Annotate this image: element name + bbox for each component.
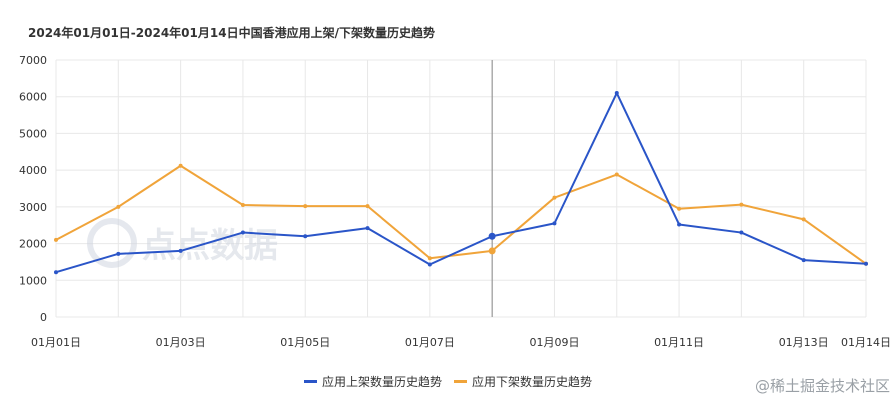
x-axis-labels: 01月01日 01月03日 01月05日 01月07日 01月09日 01月11日 01月1… [31, 336, 891, 349]
data-point [303, 204, 308, 209]
data-point [54, 270, 58, 275]
x-tick-label: 01月07日 [405, 336, 455, 349]
data-point [864, 261, 868, 266]
data-point [677, 206, 682, 211]
x-tick-label: 01月05日 [280, 336, 330, 349]
legend-swatch [454, 380, 467, 383]
data-point [240, 203, 245, 208]
watermark-text: 点点数据 [142, 226, 278, 266]
data-point [488, 247, 496, 255]
legend[interactable]: 应用上架数量历史趋势 应用下架数量历史趋势 [304, 374, 592, 389]
data-point [365, 226, 370, 231]
data-point [552, 195, 557, 200]
data-point [739, 202, 744, 207]
y-tick-label: 4000 [19, 164, 47, 177]
y-tick-label: 0 [40, 311, 47, 324]
series-layer[interactable] [54, 91, 868, 275]
legend-swatch [304, 380, 317, 383]
series-line [55, 92, 867, 274]
data-point [677, 222, 682, 227]
data-point [801, 217, 806, 222]
data-point [614, 172, 619, 177]
grid-lines [55, 59, 867, 318]
data-point [240, 230, 245, 235]
data-point [614, 91, 619, 96]
chart-title: 2024年01月01日-2024年01月14日中国香港应用上架/下架数量历史趋势 [28, 26, 435, 40]
y-tick-label: 3000 [19, 201, 47, 214]
watermark-logo-icon [87, 218, 137, 268]
y-tick-label: 5000 [19, 127, 47, 140]
series-line [55, 164, 867, 265]
y-tick-label: 1000 [19, 274, 47, 287]
y-tick-label: 2000 [19, 238, 47, 251]
y-axis-labels: 0 1000 2000 3000 4000 5000 6000 7000 [19, 54, 47, 324]
x-tick-label: 01月11日 [654, 336, 704, 349]
data-point [739, 230, 744, 235]
x-tick-label: 01月03日 [156, 336, 206, 349]
x-tick-label: 01月01日 [31, 336, 81, 349]
data-point [178, 248, 183, 253]
x-tick-label: 01月09日 [529, 336, 579, 349]
data-point [552, 221, 557, 226]
y-tick-label: 7000 [19, 54, 47, 67]
data-point [488, 232, 496, 240]
data-point [178, 163, 183, 168]
x-tick-label: 01月14日 [841, 336, 891, 349]
x-tick-label: 01月13日 [779, 336, 829, 349]
data-point [427, 262, 432, 267]
data-point [54, 237, 58, 242]
credit-text: @稀土掘金技术社区 [755, 377, 890, 395]
y-tick-label: 6000 [19, 91, 47, 104]
legend-label: 应用上架数量历史趋势 [322, 374, 442, 389]
data-point [116, 251, 121, 256]
data-point [303, 234, 308, 239]
data-point [365, 204, 370, 209]
data-point [801, 258, 806, 263]
data-point [116, 204, 121, 209]
legend-label: 应用下架数量历史趋势 [472, 374, 592, 389]
data-point [427, 256, 432, 261]
